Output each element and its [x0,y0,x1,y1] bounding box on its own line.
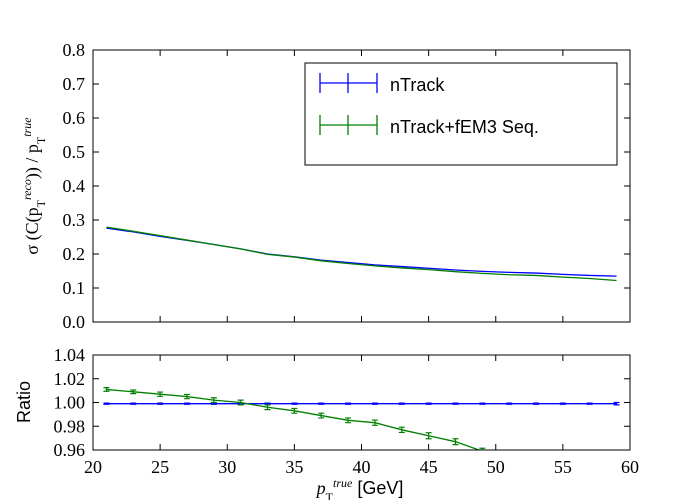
error-bar [210,402,217,405]
label-part: reco [20,179,34,200]
y-tick-label: 1.02 [54,369,86,389]
error-bar [586,402,593,405]
error-bar [533,402,540,405]
error-bar [318,412,325,419]
x-tick-label: 45 [420,457,438,477]
plot-area [106,226,617,282]
axes-frame [92,49,631,323]
series-line [106,388,481,450]
x-tick-label: 55 [554,457,572,477]
error-bar [479,402,486,405]
label-part: T [326,490,334,500]
label-part: T [34,199,48,207]
y-tick-label: 0.8 [63,40,86,60]
legend-symbol [319,73,378,93]
error-bar [183,402,190,405]
y-tick-label: 0.1 [63,278,86,298]
x-axis-label: pTtrue [GeV] [315,476,404,500]
label-part: true [20,117,34,137]
label-part: p [315,478,326,498]
error-bar [103,402,110,405]
error-bar [533,458,539,465]
x-tick-label: 20 [84,457,102,477]
legend-frame [304,62,618,166]
y-tick-label: 0.7 [63,74,86,94]
error-bar [613,401,620,406]
error-bar [318,402,325,405]
y-tick-label: 0.4 [63,176,86,196]
error-bar [425,402,432,405]
error-bar [237,399,244,406]
y-tick-label: 0.96 [54,440,86,460]
error-bar [291,407,298,414]
error-bar [103,387,110,392]
label-part: )) / p [22,144,43,179]
legend-label: nTrack+fEM3 Seq. [390,117,539,137]
error-bar [345,417,352,424]
error-bar [291,402,298,405]
x-tick-label: 25 [151,457,169,477]
y-tick-label: 0.3 [63,210,86,230]
error-bar [398,426,405,434]
x-tick-label: 30 [218,457,236,477]
error-bar [587,476,593,483]
error-bar [371,419,378,426]
x-tick-label: 35 [285,457,303,477]
legend-label: nTrack [390,75,445,95]
label-part: σ (C(p [22,207,43,254]
error-bar [559,402,566,405]
error-bar [452,438,459,446]
label-part: true [333,476,353,490]
error-bar [506,452,512,459]
error-bar [452,402,459,405]
error-bar [264,402,271,405]
error-bar [479,447,486,450]
error-bar [157,391,164,397]
y-tick-label: 0.6 [63,108,86,128]
error-bar [157,402,164,405]
y-axis-label: σ (C(pTreco)) / pTtrue [20,117,48,255]
error-bar [345,402,352,405]
error-bar [183,393,190,400]
error-bar [425,432,432,440]
error-bar [210,397,217,404]
series-line [106,226,617,282]
y-tick-label: 0.5 [63,142,86,162]
error-bar [398,402,405,405]
plot-area [103,387,620,483]
label-part: [GeV] [352,478,403,498]
error-bar [506,402,513,405]
x-tick-label: 60 [621,457,639,477]
y-axis-label: Ratio [14,381,34,423]
legend-symbol [319,115,378,135]
y-tick-label: 1.04 [54,345,86,365]
series-line [106,227,617,277]
error-bar [130,389,137,395]
y-tick-label: 0.0 [63,312,86,332]
label-part: T [34,136,48,144]
x-tick-label: 40 [353,457,371,477]
error-bar [371,402,378,405]
error-bar [264,404,271,411]
y-tick-label: 0.98 [54,416,86,436]
x-tick-label: 50 [487,457,505,477]
y-tick-label: 1.00 [54,393,86,413]
y-tick-label: 0.2 [63,244,86,264]
error-bar [130,402,137,405]
axes-frame [92,354,631,451]
